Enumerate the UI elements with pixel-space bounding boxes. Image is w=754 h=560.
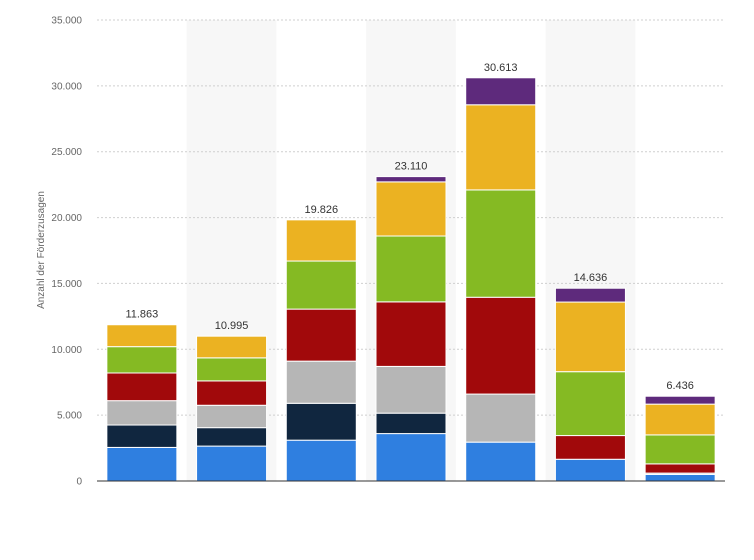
bar-segment <box>196 335 268 359</box>
y-tick-label: 10.000 <box>51 345 82 356</box>
total-label: 10.995 <box>215 320 249 332</box>
bar-segment <box>554 458 626 482</box>
bar-segment <box>285 360 357 404</box>
bar-segment <box>285 308 357 362</box>
bar-segment <box>554 435 626 460</box>
total-label: 11.863 <box>125 309 158 321</box>
bar-segment <box>196 357 268 382</box>
y-tick-label: 25.000 <box>51 147 82 158</box>
y-axis-label: Anzahl der Förderzusagen <box>36 191 47 309</box>
bar-segment <box>106 400 178 426</box>
bar-segment <box>106 372 178 402</box>
total-label: 30.613 <box>484 62 518 74</box>
bar-segment <box>554 371 626 437</box>
y-tick-label: 5.000 <box>57 411 82 422</box>
bar-segment <box>465 393 537 443</box>
y-tick-label: 35.000 <box>51 16 82 27</box>
bar-segment <box>644 463 716 474</box>
y-tick-label: 30.000 <box>51 81 82 92</box>
total-labels: 11.863 10.995 19.826 23.110 30.613 14.636 6.43… <box>125 62 693 392</box>
bar-segment <box>465 296 537 395</box>
bar-segment <box>196 380 268 406</box>
bar-segment <box>285 219 357 262</box>
bar-segment <box>644 434 716 465</box>
bar-segment <box>285 439 357 482</box>
bar-segment <box>554 301 626 373</box>
total-label: 6.436 <box>666 380 694 392</box>
bar-segment <box>644 473 716 482</box>
y-axis-ticks: 0 5.000 10.000 15.000 20.000 25.000 30.000 35.0… <box>51 16 82 488</box>
bar-segment <box>375 235 447 303</box>
bar-segment <box>644 403 716 436</box>
y-tick-label: 15.000 <box>51 279 82 290</box>
y-tick-label: 20.000 <box>51 213 82 224</box>
y-tick-label: 0 <box>76 477 82 488</box>
bar-segment <box>375 365 447 414</box>
bar-segment <box>196 427 268 447</box>
total-label: 19.826 <box>304 204 338 216</box>
bar-segment <box>375 176 447 183</box>
bar-segment <box>285 402 357 441</box>
bar-segment <box>465 441 537 482</box>
total-label: 14.636 <box>574 272 608 284</box>
bar-segment <box>465 77 537 106</box>
bar-segment <box>285 260 357 310</box>
bar-segment <box>196 445 268 482</box>
bar-segment <box>465 189 537 298</box>
bar-segment <box>196 404 268 429</box>
bar-segment <box>375 301 447 367</box>
bar-segment <box>375 412 447 435</box>
bar-segment <box>375 181 447 237</box>
bar-segment <box>554 287 626 303</box>
bar-segment <box>106 324 178 348</box>
bar-segment <box>644 395 716 405</box>
bar-segment <box>106 346 178 374</box>
bar-segment <box>106 446 178 482</box>
bar-segment <box>465 104 537 191</box>
total-label: 23.110 <box>395 161 428 173</box>
bars <box>106 77 716 482</box>
bar-segment <box>106 424 178 448</box>
bar-segment <box>375 433 447 482</box>
